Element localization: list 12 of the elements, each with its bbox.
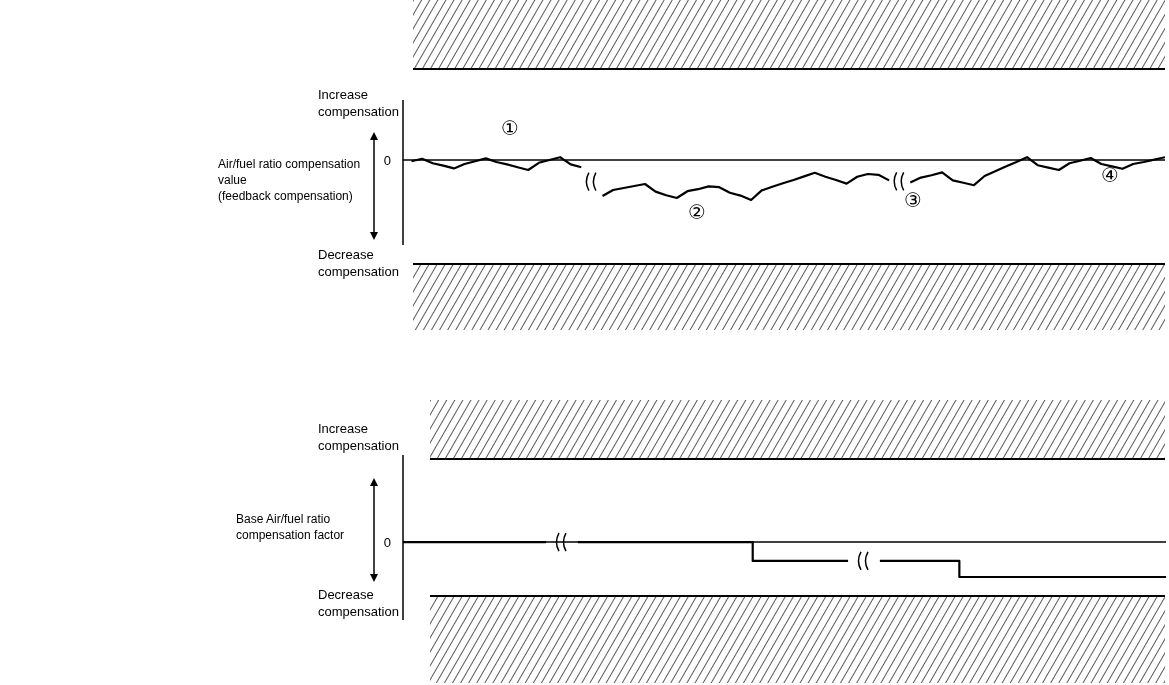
annotation: ③ <box>904 189 922 211</box>
text: Increase compensation <box>318 420 400 454</box>
text: Decrease compensation <box>318 246 400 280</box>
ref-line-label: 0 <box>383 534 391 550</box>
annotation: ④ <box>1101 164 1119 186</box>
text: Decrease compensation <box>318 586 400 620</box>
text: ② <box>688 201 706 223</box>
text: Increase compensation <box>318 86 400 120</box>
y-axis-title: Base Air/fuel ratio compensation factor <box>236 511 345 543</box>
ref-line-label: 0 <box>383 152 391 168</box>
text: ① <box>501 117 519 139</box>
y-axis-title: Air/fuel ratio compensation value (feedback compensation) <box>218 156 361 204</box>
